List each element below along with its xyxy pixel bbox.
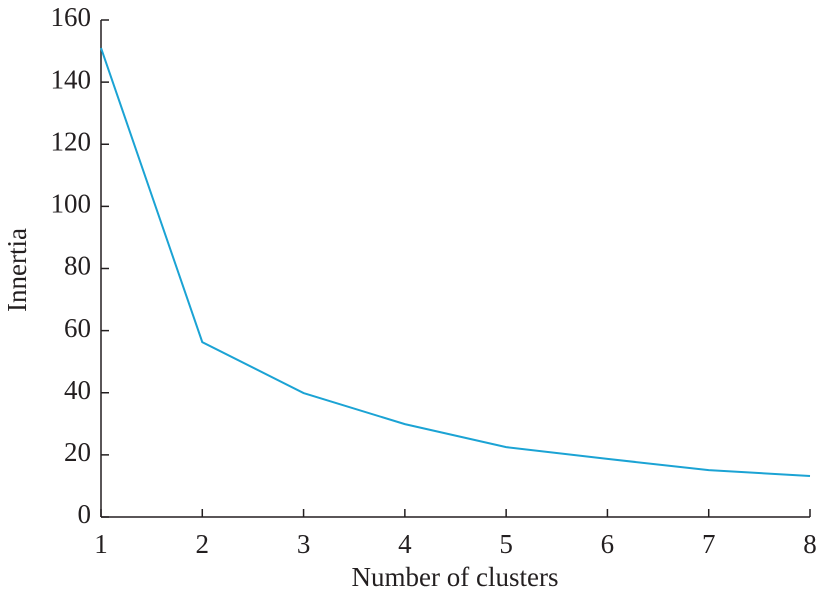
x-tick-label: 2 [196, 529, 210, 559]
y-tick-label: 160 [51, 2, 92, 32]
x-tick-label: 6 [601, 529, 615, 559]
y-tick-label: 120 [51, 126, 92, 156]
line-series [100, 47, 811, 477]
x-tick-label: 3 [297, 529, 311, 559]
y-tick-label: 60 [64, 313, 91, 343]
x-tick-label: 8 [803, 529, 817, 559]
x-tick-label: 1 [94, 529, 108, 559]
x-tick-label: 7 [702, 529, 716, 559]
x-axis-label: Number of clusters [352, 562, 559, 592]
y-axis-label: Innertia [2, 228, 32, 312]
y-tick-label: 80 [64, 251, 91, 281]
y-tick-label: 140 [51, 64, 92, 94]
x-tick-label: 4 [398, 529, 412, 559]
y-tick-label: 0 [78, 499, 92, 529]
x-tick-label: 5 [499, 529, 513, 559]
y-tick-label: 20 [64, 437, 91, 467]
y-tick-label: 100 [51, 189, 92, 219]
y-tick-label: 40 [64, 375, 91, 405]
